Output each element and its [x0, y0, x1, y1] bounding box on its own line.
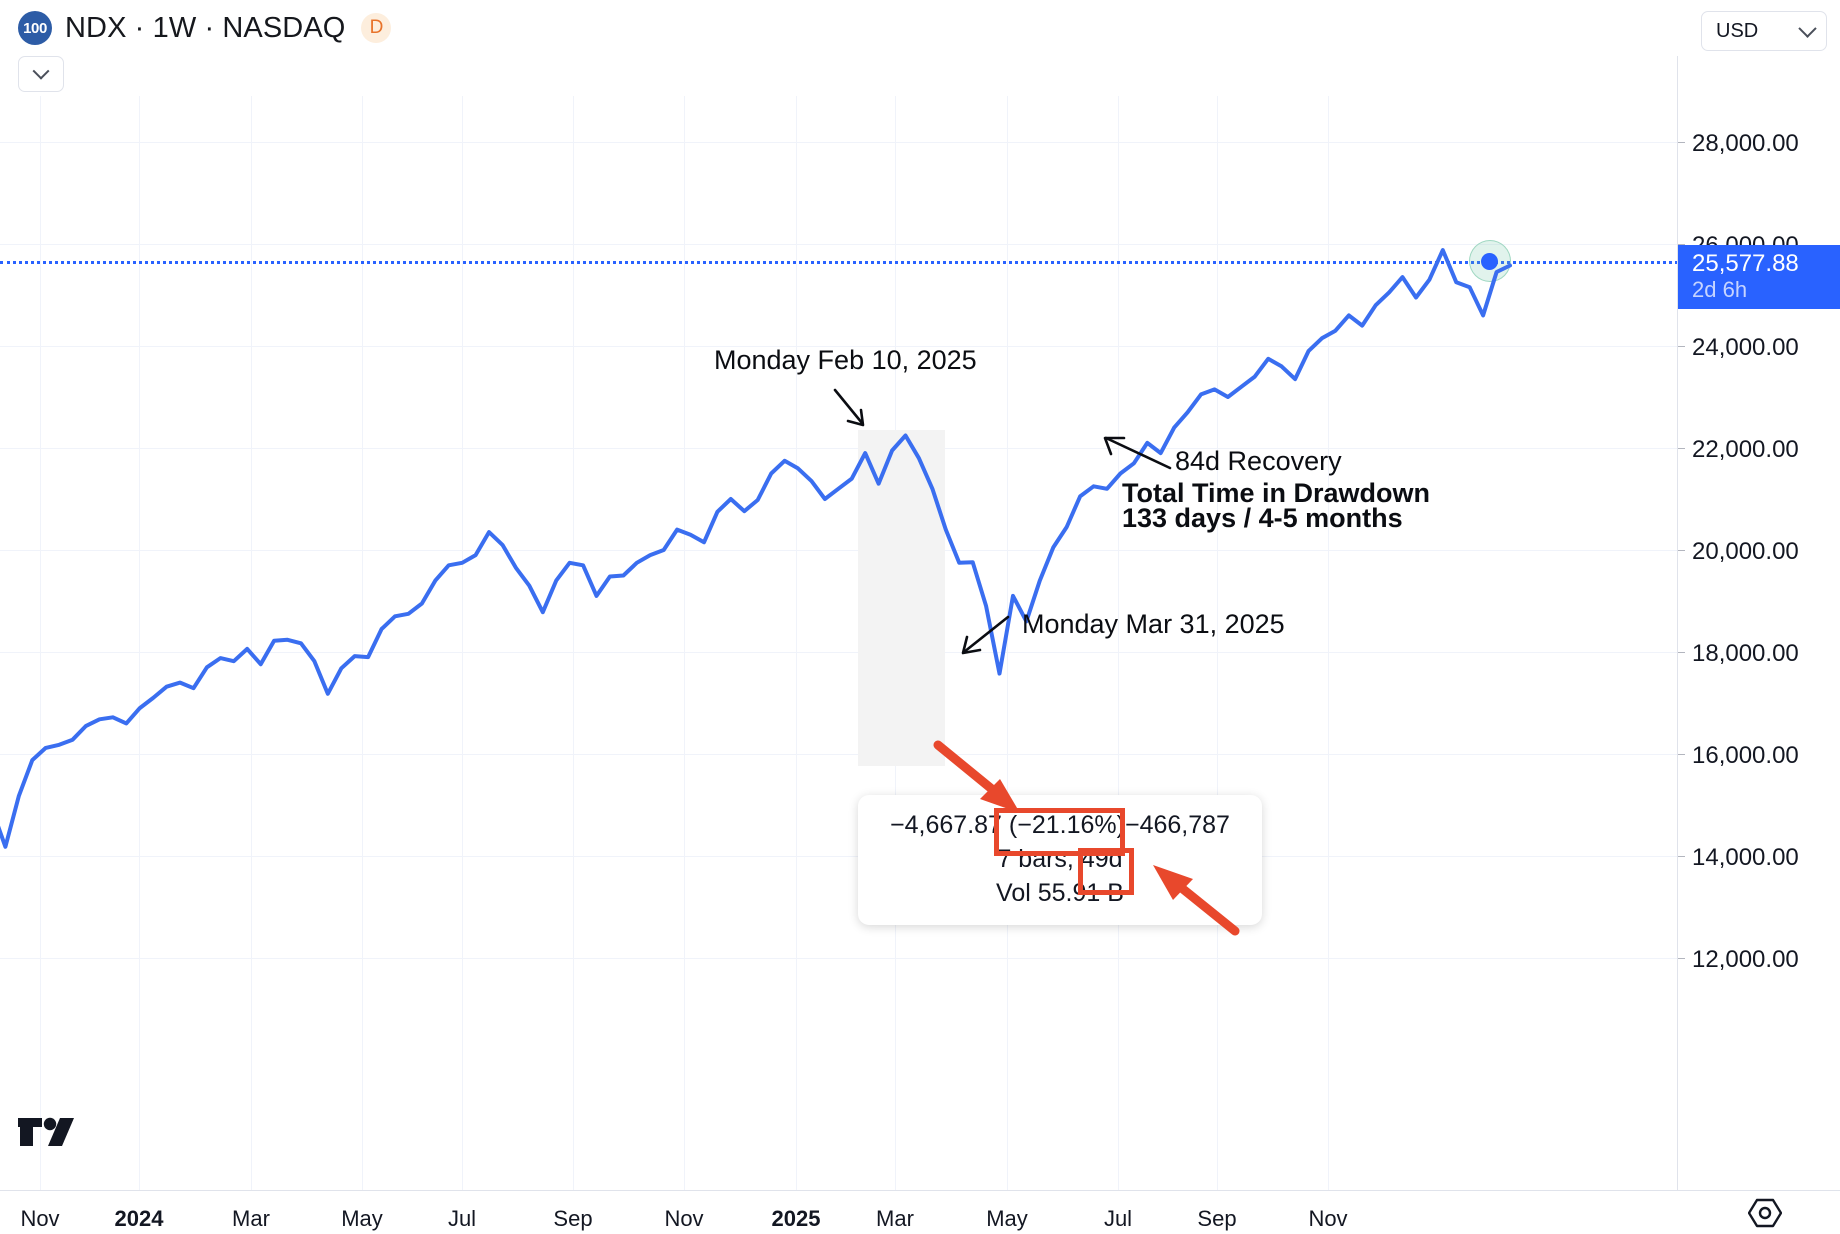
gridline-v — [1007, 96, 1008, 1190]
annotation-trough-date: Monday Mar 31, 2025 — [1022, 609, 1285, 639]
current-price-level-line — [0, 261, 1678, 264]
price-series-line — [0, 248, 1512, 849]
collapse-panel-button[interactable] — [18, 56, 64, 92]
measurement-change-row: −4,667.87 (−21.16%)−466,787 — [858, 808, 1262, 842]
annotation-recovery-label: 84d Recovery — [1175, 446, 1342, 476]
page-title: NDX · 1W · NASDAQ — [65, 11, 346, 44]
gridline-h — [0, 448, 1678, 449]
annotation-drawdown-title: Total Time in Drawdown — [1122, 478, 1431, 508]
gridline-v — [1217, 96, 1218, 1190]
currency-select[interactable]: USD — [1701, 11, 1827, 51]
annotation-peak-arrow — [833, 388, 865, 427]
symbol-logo-badge: 100 — [18, 11, 52, 45]
time-tick-label: Jul — [447, 1206, 477, 1231]
gridline-v — [684, 96, 685, 1190]
gridline-h — [0, 754, 1678, 755]
price-tick-label: 14,000.00 — [1692, 844, 1799, 871]
gridline-h — [0, 142, 1678, 143]
current-price-tag[interactable]: 25,577.88 2d 6h — [1678, 245, 1840, 310]
bar-countdown: 2d 6h — [1692, 277, 1748, 303]
red-arrow-to-days — [1153, 865, 1240, 936]
annotation-drawdown-value: 133 days / 4-5 months — [1122, 503, 1403, 533]
red-arrow-to-percent — [933, 740, 1020, 813]
current-price-value: 25,577.88 — [1692, 250, 1799, 277]
time-tick-label: 2025 — [771, 1206, 821, 1231]
price-tick-dash — [1678, 142, 1685, 143]
gridline-h — [0, 856, 1678, 857]
time-tick-label: May — [341, 1206, 383, 1231]
price-tick-dash — [1678, 652, 1685, 653]
gridline-h — [0, 958, 1678, 959]
time-tick-label: Nov — [1308, 1206, 1348, 1231]
gridline-h — [0, 346, 1678, 347]
time-tick-label: Nov — [664, 1206, 704, 1231]
gridline-v — [362, 96, 363, 1190]
chevron-down-icon — [32, 62, 50, 80]
gridline-v — [251, 96, 252, 1190]
measurement-change-points: −466,787 — [1124, 811, 1230, 839]
price-tick-dash — [1678, 448, 1685, 449]
currency-select-label: USD — [1716, 19, 1759, 42]
price-tick-dash — [1678, 754, 1685, 755]
price-tick-label: 28,000.00 — [1692, 130, 1799, 157]
price-tick-dash — [1678, 346, 1685, 347]
gridline-h — [0, 652, 1678, 653]
price-tick-label: 24,000.00 — [1692, 334, 1799, 361]
annotation-peak-date: Monday Feb 10, 2025 — [714, 345, 977, 375]
time-tick-label: Sep — [1197, 1206, 1237, 1231]
price-tick-label: 22,000.00 — [1692, 436, 1799, 463]
time-tick-label: May — [986, 1206, 1028, 1231]
gridline-v — [1118, 96, 1119, 1190]
price-tick-label: 12,000.00 — [1692, 946, 1799, 973]
interval-badge: D — [361, 13, 392, 43]
time-tick-label: Jul — [1103, 1206, 1133, 1231]
gridline-v — [462, 96, 463, 1190]
time-tick-label: Mar — [876, 1206, 914, 1231]
measurement-bars: 7 bars, — [997, 845, 1074, 873]
time-tick-label: 2024 — [114, 1206, 164, 1231]
time-tick-label: Mar — [232, 1206, 270, 1231]
time-tick-label: Nov — [20, 1206, 60, 1231]
measurement-change-abs: −4,667.87 — [890, 811, 1002, 839]
last-price-dot — [1481, 253, 1498, 270]
price-tick-dash — [1678, 244, 1685, 245]
price-tick-label: 20,000.00 — [1692, 538, 1799, 565]
gridline-h — [0, 244, 1678, 245]
chart-header: 100 NDX · 1W · NASDAQ D — [0, 0, 1840, 56]
time-tick-label: Sep — [553, 1206, 593, 1231]
measurement-change-pct: (−21.16%) — [1008, 811, 1125, 839]
hex-settings-icon[interactable] — [1748, 1198, 1782, 1228]
gridline-v — [139, 96, 140, 1190]
gridline-v — [573, 96, 574, 1190]
gridline-v — [796, 96, 797, 1190]
gridline-v — [40, 96, 41, 1190]
price-tick-dash — [1678, 856, 1685, 857]
gridline-v — [1328, 96, 1329, 1190]
price-tick-dash — [1678, 550, 1685, 551]
price-tick-label: 18,000.00 — [1692, 640, 1799, 667]
annotation-recovery-arrow — [1103, 436, 1172, 470]
gridline-h — [0, 550, 1678, 551]
annotation-trough-arrow — [961, 615, 1010, 655]
measurement-days: 49d — [1080, 845, 1123, 873]
tradingview-logo — [18, 1117, 74, 1146]
price-tick-dash — [1678, 958, 1685, 959]
price-tick-label: 16,000.00 — [1692, 742, 1799, 769]
time-axis[interactable]: Nov 2024 Mar May Jul Sep Nov 2025 Mar Ma… — [0, 1190, 1840, 1234]
chart-plot-area[interactable] — [0, 96, 1678, 1190]
price-axis[interactable]: 28,000.00 26,000.00 24,000.00 22,000.00 … — [1677, 56, 1840, 1190]
